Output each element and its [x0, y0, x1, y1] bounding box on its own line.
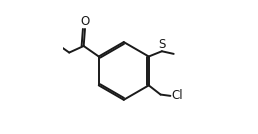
Text: S: S: [158, 38, 166, 51]
Text: O: O: [80, 15, 90, 28]
Text: Cl: Cl: [171, 89, 183, 102]
